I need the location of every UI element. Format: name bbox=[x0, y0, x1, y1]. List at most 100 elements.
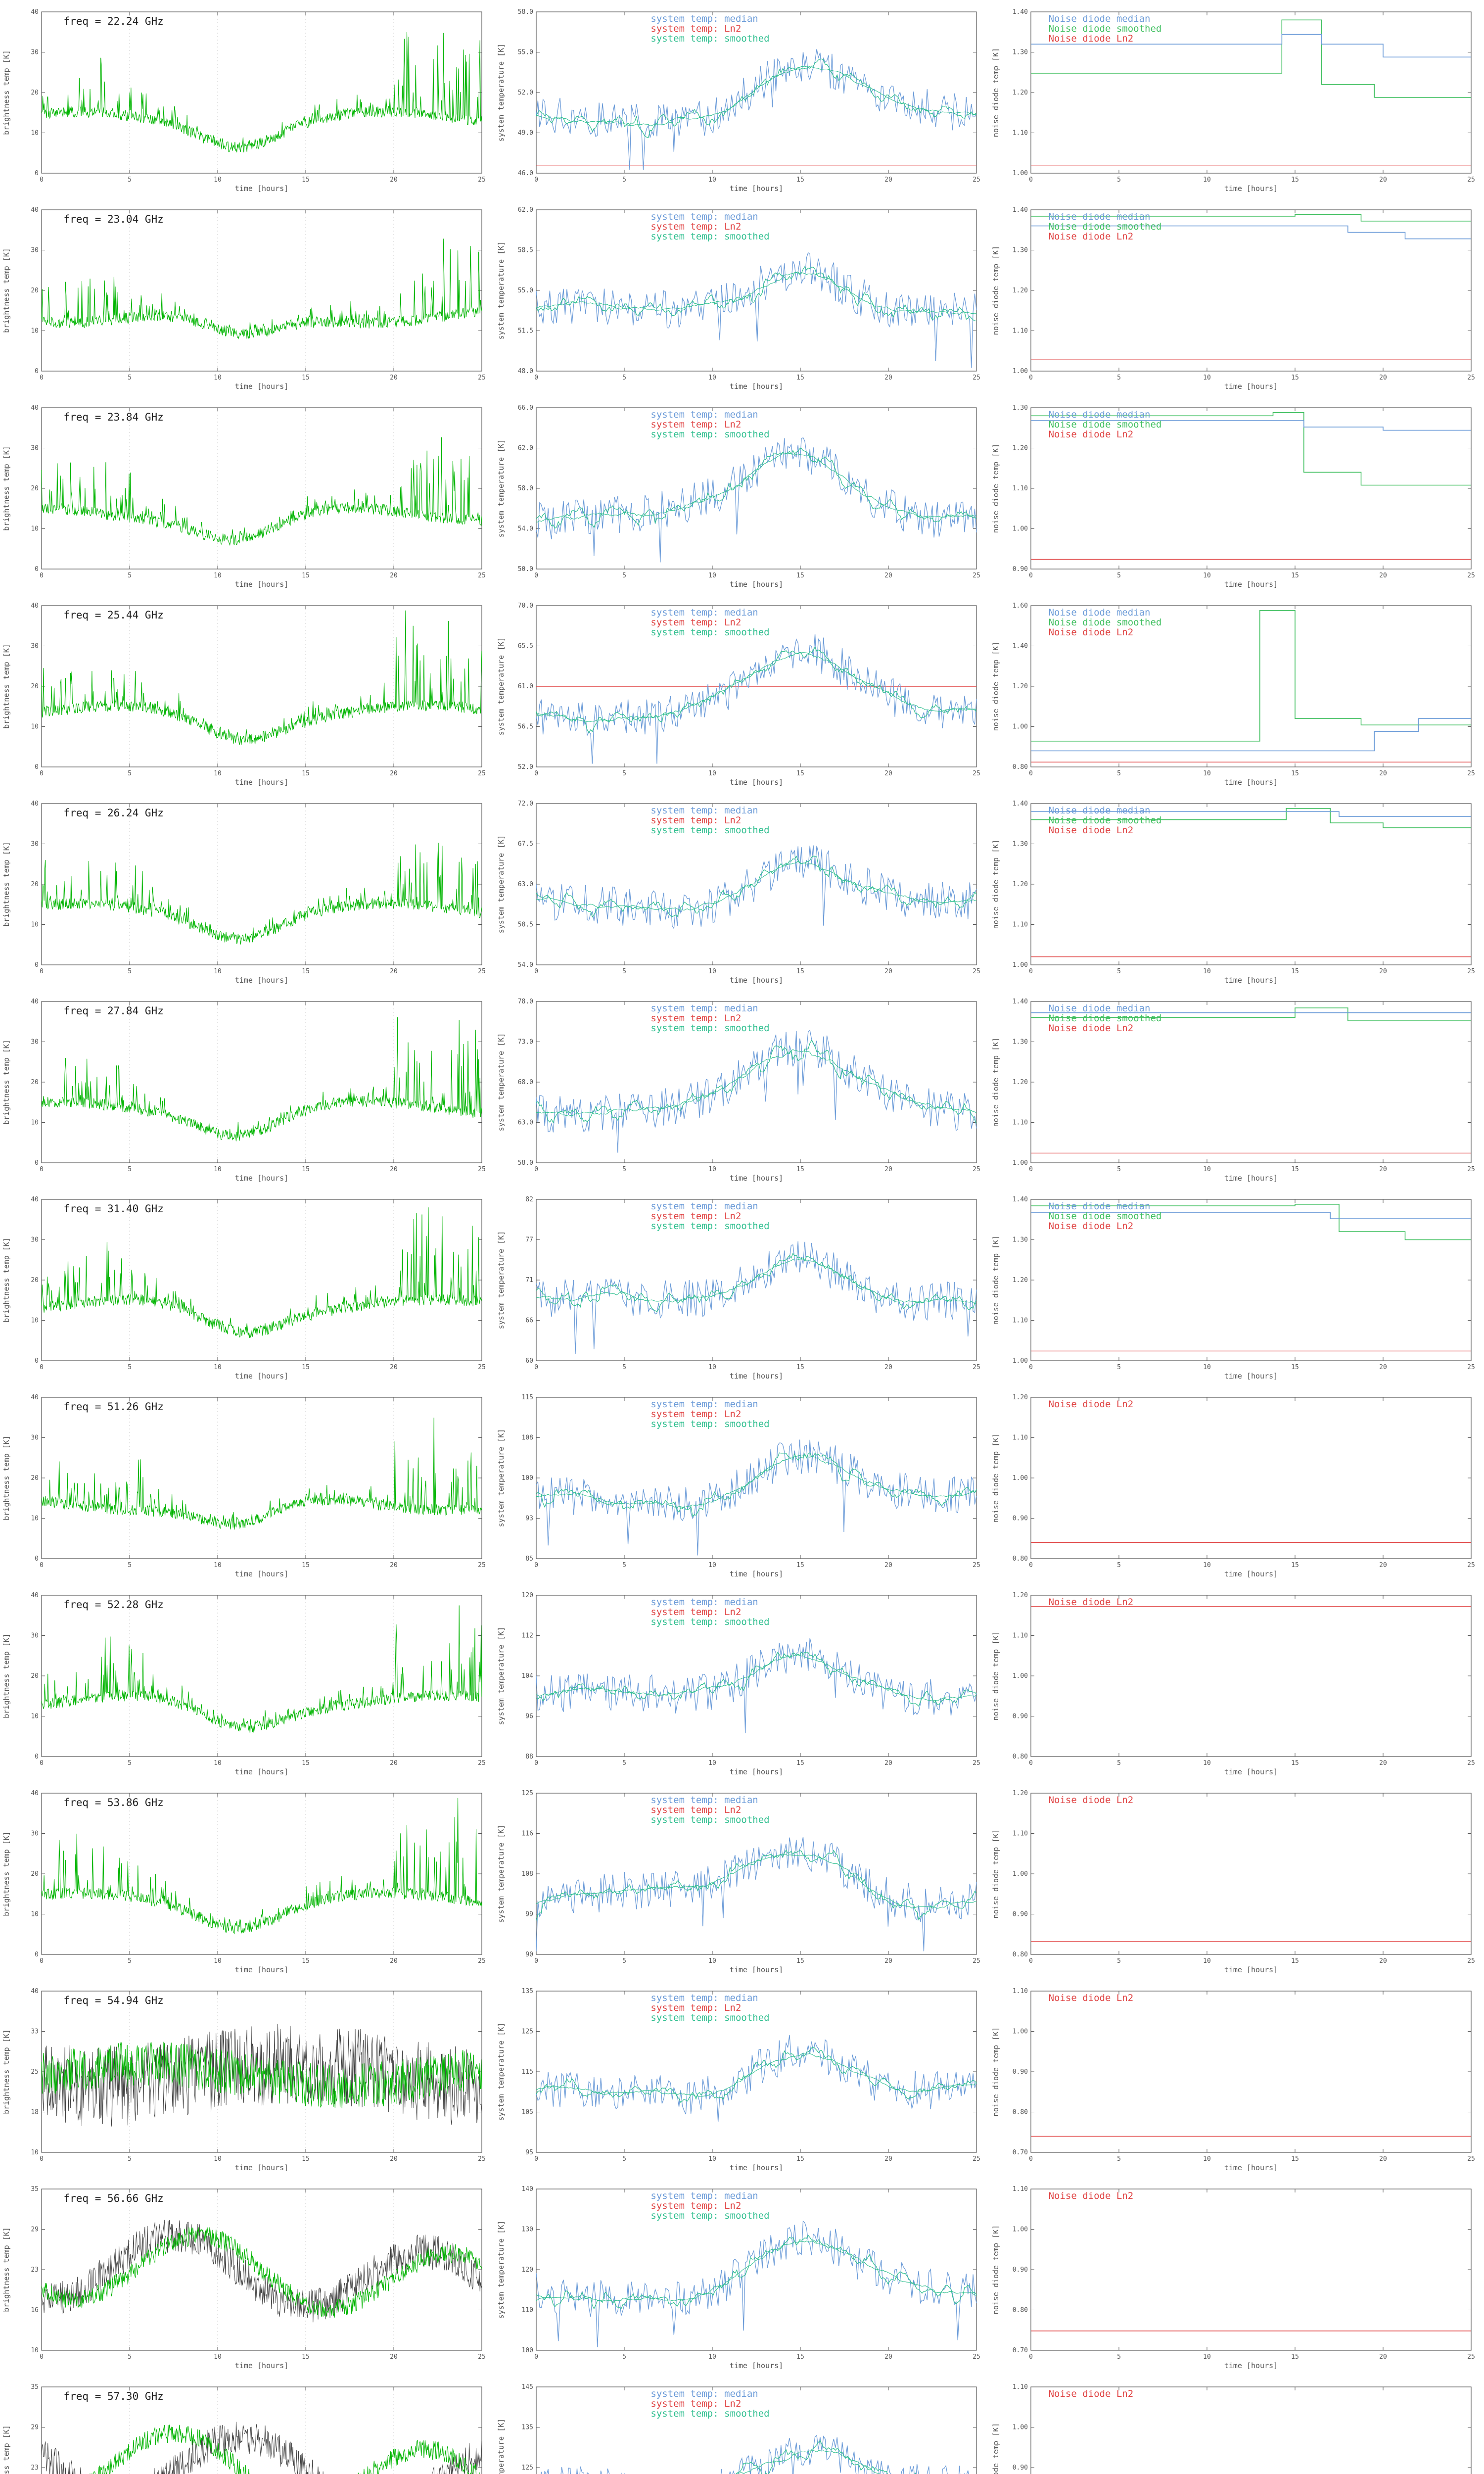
svg-text:noise diode temp [K]: noise diode temp [K] bbox=[991, 840, 1000, 929]
svg-text:10: 10 bbox=[214, 968, 222, 975]
svg-text:system temp: median: system temp: median bbox=[650, 1993, 758, 2003]
svg-text:Noise diode smoothed: Noise diode smoothed bbox=[1049, 617, 1162, 628]
svg-text:5: 5 bbox=[128, 374, 132, 381]
svg-text:29: 29 bbox=[31, 2226, 39, 2234]
svg-text:20: 20 bbox=[1379, 1760, 1387, 1767]
svg-text:15: 15 bbox=[302, 2155, 310, 2163]
plot-row6-system-temp: 0 5 10 15 20 25 58.0 63.0 68.0 73.0 78.0 time [hour… bbox=[495, 990, 989, 1188]
svg-text:Noise diode Ln2: Noise diode Ln2 bbox=[1049, 1399, 1134, 1410]
plot-row5-noise-diode: 0 5 10 15 20 25 1.00 1.10 1.20 1.30 1.40 time [hour… bbox=[989, 792, 1484, 990]
svg-text:0.80: 0.80 bbox=[1013, 2307, 1028, 2314]
svg-text:10: 10 bbox=[708, 1957, 716, 1965]
svg-text:30: 30 bbox=[31, 49, 39, 56]
svg-text:time [hours]: time [hours] bbox=[730, 1965, 783, 1974]
svg-text:1.10: 1.10 bbox=[1013, 1434, 1028, 1442]
svg-text:25: 25 bbox=[973, 374, 980, 381]
svg-text:Noise diode smoothed: Noise diode smoothed bbox=[1049, 1013, 1162, 1024]
svg-text:25: 25 bbox=[973, 1562, 980, 1569]
svg-text:time [hours]: time [hours] bbox=[1224, 1174, 1278, 1183]
svg-text:78.0: 78.0 bbox=[518, 998, 533, 1005]
svg-text:time [hours]: time [hours] bbox=[1224, 976, 1278, 985]
svg-text:system temperature [K]: system temperature [K] bbox=[497, 2419, 506, 2474]
svg-text:15: 15 bbox=[796, 1562, 804, 1569]
svg-text:freq = 25.44 GHz: freq = 25.44 GHz bbox=[64, 609, 164, 621]
plot-row1-system-temp: 0 5 10 15 20 25 46.0 49.0 52.0 55.0 58.0 time [hour… bbox=[495, 0, 989, 198]
svg-text:20: 20 bbox=[390, 968, 398, 975]
svg-text:system temperature [K]: system temperature [K] bbox=[497, 439, 506, 538]
plot-row11-noise-diode: 0 5 10 15 20 25 0.70 0.80 0.90 1.00 1.10 time [hour… bbox=[989, 1979, 1484, 2177]
svg-text:20: 20 bbox=[884, 2155, 892, 2163]
plot-row9-brightness: 0 5 10 15 20 25 0 10 20 30 40 time [hours] brightnes… bbox=[0, 1583, 495, 1781]
plot-row3-noise-diode: 0 5 10 15 20 25 0.90 1.00 1.10 1.20 1.30 time [hour… bbox=[989, 396, 1484, 594]
svg-text:25: 25 bbox=[973, 2353, 980, 2361]
svg-text:0.90: 0.90 bbox=[1013, 566, 1028, 573]
svg-text:20: 20 bbox=[1379, 2155, 1387, 2163]
svg-text:10: 10 bbox=[1203, 1957, 1211, 1965]
svg-text:time [hours]: time [hours] bbox=[235, 2361, 288, 2370]
svg-text:5: 5 bbox=[128, 1562, 132, 1569]
svg-text:noise diode temp [K]: noise diode temp [K] bbox=[991, 2225, 1000, 2315]
svg-text:0: 0 bbox=[1029, 2155, 1033, 2163]
svg-text:0: 0 bbox=[1029, 1562, 1033, 1569]
svg-text:15: 15 bbox=[1291, 572, 1299, 579]
svg-text:5: 5 bbox=[622, 1166, 626, 1173]
svg-text:system temp: median: system temp: median bbox=[650, 2388, 758, 2399]
svg-text:20: 20 bbox=[1379, 968, 1387, 975]
svg-text:system temp: Ln2: system temp: Ln2 bbox=[650, 617, 741, 628]
svg-text:0: 0 bbox=[1029, 374, 1033, 381]
svg-text:5: 5 bbox=[622, 2353, 626, 2361]
svg-text:0: 0 bbox=[40, 1957, 44, 1965]
svg-text:54.0: 54.0 bbox=[518, 961, 533, 969]
plot-row9-system-temp: 0 5 10 15 20 25 88 96 104 112 120 time [hours] syste… bbox=[495, 1583, 989, 1781]
svg-text:1.10: 1.10 bbox=[1013, 921, 1028, 929]
svg-text:20: 20 bbox=[390, 1957, 398, 1965]
plot-row12-system-temp: 0 5 10 15 20 25 100 110 120 130 140 time [hours] sys… bbox=[495, 2177, 989, 2375]
svg-text:61.0: 61.0 bbox=[518, 683, 533, 690]
svg-text:0: 0 bbox=[35, 961, 39, 969]
svg-text:25: 25 bbox=[478, 968, 486, 975]
svg-text:system temp: smoothed: system temp: smoothed bbox=[650, 1814, 769, 1825]
svg-text:5: 5 bbox=[1117, 1562, 1121, 1569]
svg-text:system temp: Ln2: system temp: Ln2 bbox=[650, 419, 741, 430]
svg-text:system temp: median: system temp: median bbox=[650, 805, 758, 816]
svg-text:25: 25 bbox=[478, 1760, 486, 1767]
svg-text:88: 88 bbox=[525, 1753, 533, 1760]
svg-text:0: 0 bbox=[1029, 176, 1033, 184]
svg-text:system temp: median: system temp: median bbox=[650, 1795, 758, 1806]
plot-row1-noise-diode: 0 5 10 15 20 25 1.00 1.10 1.20 1.30 1.40 time [hour… bbox=[989, 0, 1484, 198]
svg-text:5: 5 bbox=[128, 1957, 132, 1965]
svg-text:time [hours]: time [hours] bbox=[730, 1174, 783, 1183]
svg-text:20: 20 bbox=[31, 1672, 39, 1680]
svg-text:20: 20 bbox=[31, 1475, 39, 1482]
svg-text:5: 5 bbox=[128, 2155, 132, 2163]
svg-text:40: 40 bbox=[31, 1394, 39, 1401]
svg-text:96: 96 bbox=[525, 1713, 533, 1720]
svg-text:time [hours]: time [hours] bbox=[235, 1767, 288, 1776]
svg-text:56.5: 56.5 bbox=[518, 723, 533, 731]
svg-text:Noise diode smoothed: Noise diode smoothed bbox=[1049, 419, 1162, 430]
svg-text:25: 25 bbox=[973, 572, 980, 579]
svg-text:0: 0 bbox=[1029, 1957, 1033, 1965]
svg-text:40: 40 bbox=[31, 800, 39, 808]
svg-text:35: 35 bbox=[31, 2186, 39, 2193]
svg-text:20: 20 bbox=[31, 1079, 39, 1086]
svg-text:85: 85 bbox=[525, 1555, 533, 1563]
svg-text:5: 5 bbox=[622, 968, 626, 975]
svg-text:1.20: 1.20 bbox=[1013, 89, 1028, 96]
svg-text:noise diode temp [K]: noise diode temp [K] bbox=[991, 246, 1000, 335]
plot-row7-noise-diode: 0 5 10 15 20 25 1.00 1.10 1.20 1.30 1.40 time [hour… bbox=[989, 1188, 1484, 1385]
svg-text:95: 95 bbox=[525, 2149, 533, 2156]
svg-text:Noise diode median: Noise diode median bbox=[1049, 13, 1151, 24]
plot-row8-noise-diode: 0 5 10 15 20 25 0.80 0.90 1.00 1.10 1.20 time [hour… bbox=[989, 1385, 1484, 1583]
svg-text:1.00: 1.00 bbox=[1013, 1159, 1028, 1167]
svg-text:18: 18 bbox=[31, 2109, 39, 2116]
svg-text:10: 10 bbox=[1203, 2155, 1211, 2163]
plot-row4-brightness: 0 5 10 15 20 25 0 10 20 30 40 time [hours] brightnes… bbox=[0, 594, 495, 792]
svg-text:5: 5 bbox=[128, 1760, 132, 1767]
svg-text:15: 15 bbox=[1291, 1562, 1299, 1569]
svg-text:noise diode temp [K]: noise diode temp [K] bbox=[991, 1236, 1000, 1325]
svg-text:time [hours]: time [hours] bbox=[235, 184, 288, 193]
svg-text:15: 15 bbox=[302, 1957, 310, 1965]
svg-text:108: 108 bbox=[522, 1434, 533, 1442]
svg-text:5: 5 bbox=[622, 1957, 626, 1965]
